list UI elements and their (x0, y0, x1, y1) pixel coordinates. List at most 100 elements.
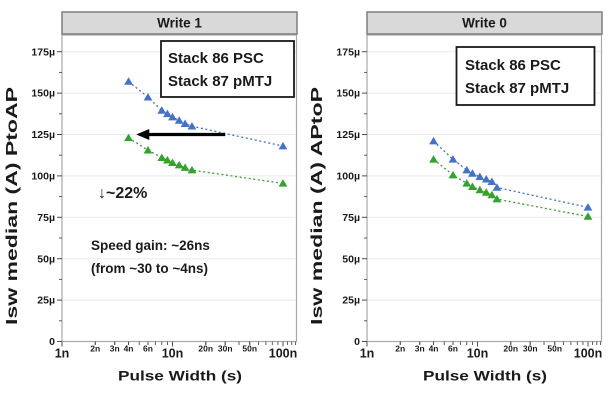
series-marker (487, 190, 497, 199)
y-tick-label: 175µ (31, 46, 55, 58)
series-marker (487, 177, 497, 185)
series-marker (143, 146, 153, 154)
y-tick-label: 0 (354, 336, 360, 348)
y-tick-label: 100µ (31, 171, 55, 183)
series-marker (168, 158, 177, 166)
series-marker (475, 185, 485, 194)
series-marker (429, 155, 438, 163)
speed-gain-arrow (136, 129, 226, 140)
speed-gain-line1: Speed gain: ~26ns (91, 238, 210, 253)
y-tick-label: 75µ (37, 212, 55, 224)
plot-frame (366, 34, 603, 343)
chart-title: Write 0 (462, 16, 507, 31)
chart-write1-panel: 0 25µ 50µ 75µ 100µ 125µ 150µ 175µ 1n 2n 3n 4n 6n 10n 2… (0, 0, 304, 405)
series-marker (187, 165, 197, 174)
chart-write1-svg: 0 25µ 50µ 75µ 100µ 125µ 150µ 175µ 1n 2n 3n 4n 6n 10n 2… (4, 11, 298, 384)
x-tick-label: 6n (448, 344, 458, 354)
y-tick-label: 0 (49, 336, 55, 348)
chart-write0-panel: 0 25µ 50µ 75µ 100µ 125µ 150µ 175µ 1n 2n 3n 4n 6n 10n 2… (305, 0, 609, 405)
y-axis-title: Isw median (A) APtoP (309, 87, 326, 325)
x-tick-label: 2n (90, 344, 100, 354)
x-tick-label: 10n (162, 347, 184, 361)
x-tick-label: 1n (55, 347, 70, 361)
series-marker (468, 182, 477, 190)
series-marker (180, 163, 190, 171)
y-tick-label: 100µ (336, 171, 360, 183)
y-tick-label: 25µ (37, 295, 55, 307)
x-tick-label: 3n (415, 344, 425, 354)
chart-title: Write 1 (157, 16, 202, 31)
arrow-head (136, 129, 150, 140)
plot-frame (61, 34, 298, 343)
x-tick-label: 50n (242, 344, 257, 354)
series-marker (448, 155, 458, 163)
x-tick-label: 10n (467, 347, 489, 361)
series-marker (492, 183, 502, 191)
series-marker (475, 172, 485, 181)
x-tick-label: 6n (143, 344, 153, 354)
chart-title-bar (366, 11, 603, 35)
x-tick-label: 2n (395, 344, 405, 354)
legend-entry-pmtj: Stack 87 pMTJ (168, 73, 272, 90)
y-tick-label: 150µ (336, 88, 360, 100)
legend: Stack 86 PSC Stack 87 pMTJ (455, 46, 596, 106)
y-tick-label: 175µ (336, 46, 360, 58)
series-marker (180, 119, 190, 128)
series-marker (163, 155, 172, 164)
current-drop-label: ↓~22% (98, 185, 147, 202)
x-tick-label: 100n (269, 347, 298, 361)
annotations: ↓~22% Speed gain: ~26ns (from ~30 to ~4n… (91, 129, 226, 276)
series-marker (481, 188, 491, 196)
series-marker (468, 169, 477, 177)
x-tick-label: 4n (429, 344, 439, 354)
series-marker (278, 179, 288, 187)
series-marker (462, 165, 472, 174)
series-marker (583, 212, 593, 220)
series-marker (143, 93, 153, 101)
speed-gain-line2: (from ~30 to ~4ns) (91, 261, 208, 276)
y-tick-label: 75µ (342, 212, 360, 224)
y-tick-label: 50µ (342, 253, 360, 265)
series-marker (462, 179, 472, 187)
x-tick-label: 30n (523, 344, 538, 354)
x-tick-label: 20n (503, 344, 518, 354)
x-axis-title: Pulse Width (s) (423, 368, 547, 384)
series-marker (168, 112, 177, 121)
legend-entry-psc: Stack 86 PSC (168, 50, 264, 67)
y-tick-label: 150µ (31, 88, 55, 100)
y-axis-title: Isw median (A) PtoAP (4, 87, 21, 325)
x-tick-label: 100n (574, 347, 603, 361)
series-marker (157, 106, 167, 114)
x-axis-title: Pulse Width (s) (118, 368, 242, 384)
y-tick-label: 125µ (336, 129, 360, 141)
series-marker (124, 77, 133, 85)
legend-entry-psc: Stack 86 PSC (465, 57, 561, 74)
legend: Stack 86 PSC Stack 87 pMTJ (160, 40, 295, 98)
series-marker (481, 175, 491, 183)
chart-write0-svg: 0 25µ 50µ 75µ 100µ 125µ 150µ 175µ 1n 2n 3n 4n 6n 10n 2… (309, 11, 603, 384)
series-marker (157, 153, 167, 161)
x-tick-label: 50n (547, 344, 562, 354)
series-line (433, 140, 589, 209)
x-tick-label: 30n (218, 344, 233, 354)
series-marker (583, 203, 593, 211)
legend-entry-pmtj: Stack 87 pMTJ (465, 80, 569, 97)
y-tick-label: 25µ (342, 295, 360, 307)
x-tick-label: 4n (124, 344, 134, 354)
series-marker (429, 136, 438, 145)
legend-box (455, 46, 596, 106)
series-marker (174, 116, 184, 124)
series-marker (174, 160, 184, 169)
series-marker (492, 194, 502, 203)
x-tick-label: 3n (110, 344, 120, 354)
x-tick-label: 20n (198, 344, 213, 354)
legend-box (160, 40, 295, 98)
series-marker (448, 170, 458, 179)
series-marker (124, 133, 133, 142)
y-tick-label: 125µ (31, 129, 55, 141)
y-tick-label: 50µ (37, 253, 55, 265)
chart-title-bar (61, 11, 298, 35)
series-marker (163, 109, 172, 118)
series-marker (187, 122, 197, 130)
